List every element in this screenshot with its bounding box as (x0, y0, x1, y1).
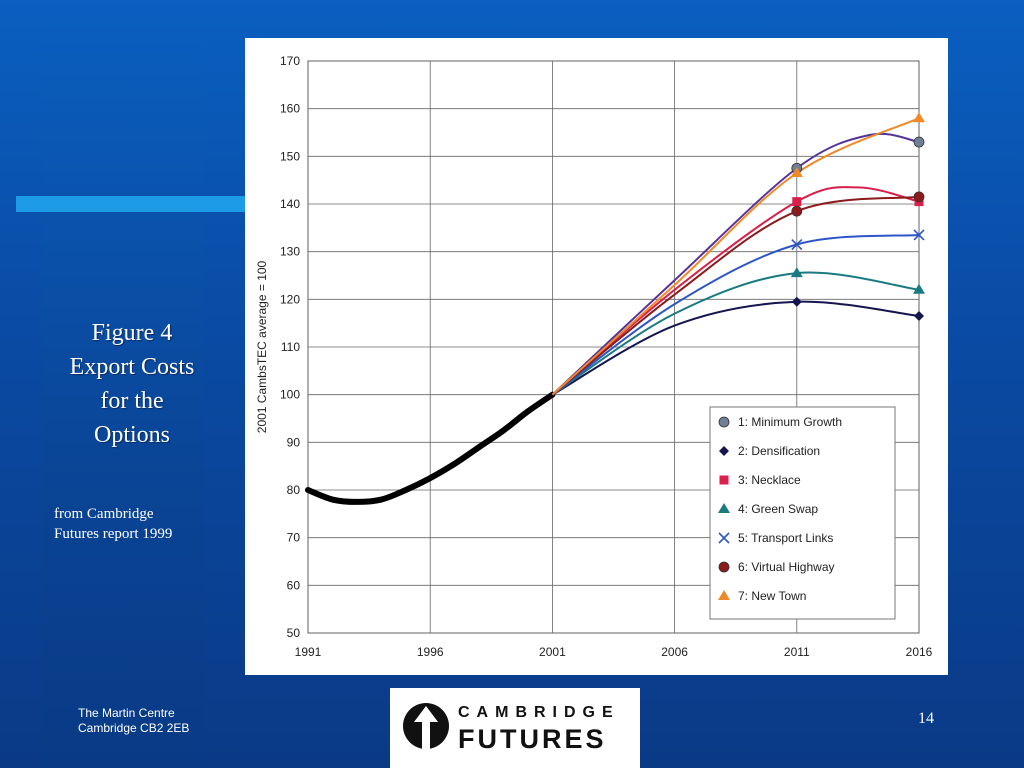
data-point-7 (913, 112, 925, 123)
slide-title: Figure 4 Export Costs for the Options (44, 316, 220, 452)
legend-label: 1: Minimum Growth (738, 415, 842, 429)
cambridge-futures-logo: CAMBRIDGE FUTURES (390, 688, 640, 768)
legend-label: 7: New Town (738, 589, 806, 603)
data-point-2 (791, 296, 802, 307)
y-tick-label: 120 (280, 292, 300, 306)
data-point-7 (790, 167, 803, 178)
page-number: 14 (918, 710, 934, 727)
legend-marker (718, 503, 730, 513)
y-tick-label: 70 (287, 531, 301, 545)
series-line-4 (551, 271, 920, 396)
legend-marker (718, 590, 730, 600)
historical-line (305, 391, 556, 505)
legend-marker (719, 446, 729, 456)
legend-label: 6: Virtual Highway (738, 560, 835, 574)
y-tick-label: 160 (280, 102, 300, 116)
data-point-4 (790, 267, 803, 278)
legend-marker (718, 416, 730, 428)
legend-marker (718, 532, 730, 544)
legend-label: 3: Necklace (738, 473, 801, 487)
logo-text-top: CAMBRIDGE (458, 704, 620, 721)
series-line-1 (551, 132, 920, 396)
data-point-5-stroke (791, 238, 803, 251)
y-tick-label: 170 (280, 54, 300, 68)
x-tick-label: 1991 (295, 645, 322, 659)
footer-line: The Martin Centre (78, 706, 175, 720)
data-point-1 (913, 136, 925, 148)
source-note: from Cambridge Futures report 1999 (54, 504, 214, 544)
chart-panel: 50 60 70 80 90 100 110 120 130 140 150 160 170 1991 19… (245, 38, 948, 675)
chart-legend: 1: Minimum Growth 2: Densification 3: Neck… (709, 406, 896, 620)
data-point-5-stroke (913, 229, 925, 241)
data-point-5 (913, 229, 925, 241)
accent-bar (16, 196, 248, 212)
legend-marker (718, 561, 730, 573)
title-line: Options (93, 422, 170, 448)
y-tick-label: 80 (287, 483, 301, 497)
series-line-5 (551, 233, 920, 396)
legend-marker-stroke (718, 532, 730, 544)
legend-label: 5: Transport Links (738, 531, 833, 545)
series-line-2 (551, 300, 920, 396)
left-panel (42, 0, 204, 768)
y-tick-label: 150 (280, 149, 300, 163)
footer-line: Cambridge CB2 2EB (78, 721, 190, 735)
legend-marker (719, 475, 729, 485)
legend-label: 4: Green Swap (738, 502, 818, 516)
x-tick-label: 1996 (417, 645, 444, 659)
logo-text-bottom: FUTURES (458, 724, 607, 754)
logo-mark-icon (403, 703, 449, 750)
source-line: Futures report 1999 (54, 526, 173, 542)
title-line: Figure 4 (91, 320, 173, 346)
series-line-6 (551, 195, 920, 396)
x-tick-label: 2016 (906, 645, 933, 659)
x-tick-label: 2011 (784, 645, 810, 659)
data-point-6 (913, 191, 925, 203)
y-tick-label: 50 (287, 626, 301, 640)
y-tick-label: 90 (287, 435, 301, 449)
data-point-3 (792, 197, 802, 207)
x-tick-label: 2006 (661, 645, 688, 659)
y-tick-label: 140 (280, 197, 300, 211)
y-tick-label: 60 (287, 578, 301, 592)
data-point-5 (791, 238, 803, 251)
title-line: Export Costs (69, 354, 195, 380)
title-line: for the (100, 388, 164, 414)
data-point-6 (791, 205, 803, 217)
x-tick-label: 2001 (539, 645, 566, 659)
y-tick-label: 100 (280, 388, 300, 402)
y-tick-label: 110 (281, 340, 300, 354)
data-point-4 (913, 283, 925, 294)
y-tick-label: 130 (280, 245, 300, 259)
y-axis-label: 2001 CambsTEC average = 100 (255, 260, 269, 433)
series-line-7 (551, 117, 920, 396)
footer-address: The Martin Centre Cambridge CB2 2EB (78, 706, 189, 736)
line-chart: 50 60 70 80 90 100 110 120 130 140 150 160 170 1991 19… (255, 54, 933, 659)
data-point-2 (914, 311, 924, 322)
legend-label: 2: Densification (738, 444, 820, 458)
legend-box (709, 406, 896, 620)
source-line: from Cambridge (54, 506, 154, 522)
